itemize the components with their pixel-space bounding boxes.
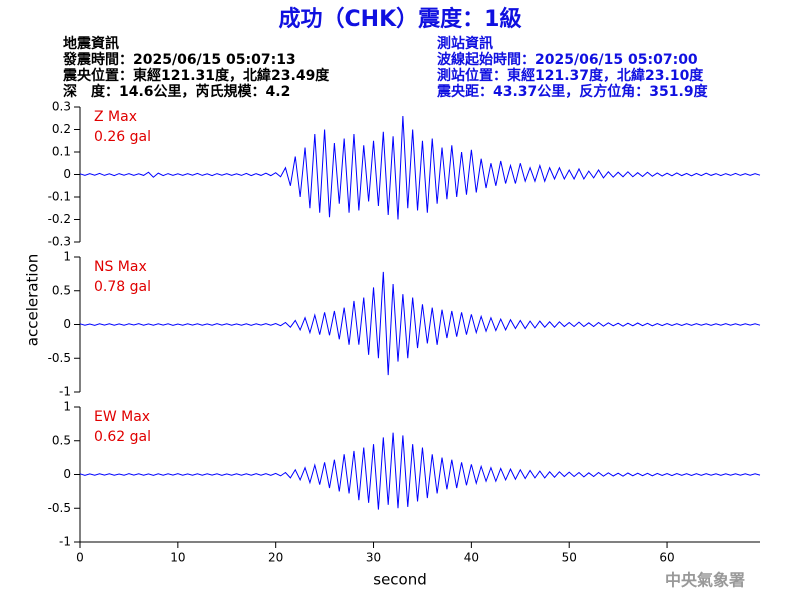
y-tick-label: 1 [63, 250, 71, 264]
x-tick-label: 60 [659, 551, 674, 565]
info-line: 地震資訊 [63, 35, 119, 52]
x-tick-label: 0 [76, 551, 84, 565]
y-tick-label: 0 [63, 167, 71, 181]
y-tick-label: -0.5 [48, 501, 71, 515]
x-tick-label: 50 [562, 551, 577, 565]
y-tick-label: -0.5 [48, 351, 71, 365]
y-tick-label: -0.3 [48, 235, 71, 249]
y-tick-label: 0 [63, 467, 71, 481]
info-line: 測站位置：東經121.37度，北緯23.10度 [437, 67, 704, 84]
y-tick-label: 0.5 [52, 433, 71, 447]
max-annotation: Z Max [94, 109, 137, 125]
footer: 中央氣象署 [665, 571, 745, 590]
waveform [79, 271, 761, 376]
x-axis-label: second [373, 571, 427, 589]
y-tick-label: 0 [63, 317, 71, 331]
info-line: 深 度：14.6公里，芮氏規模：4.2 [63, 83, 290, 100]
x-tick-label: 10 [170, 551, 185, 565]
max-annotation: 0.26 gal [94, 129, 151, 145]
info-line: 發震時間：2025/06/15 05:07:13 [62, 51, 296, 68]
y-tick-label: 0.3 [52, 100, 71, 114]
chart-title: 成功（CHK）震度：1級 [279, 6, 522, 32]
y-tick-label: -1 [59, 535, 71, 549]
y-tick-label: -0.1 [48, 190, 71, 204]
info-line: 震央位置：東經121.31度，北緯23.49度 [62, 67, 330, 84]
y-tick-label: 0.5 [52, 283, 71, 297]
y-tick-label: 0.1 [52, 145, 71, 159]
info-line: 震央距：43.37公里，反方位角：351.9度 [436, 83, 709, 100]
y-tick-label: 1 [63, 400, 71, 414]
max-annotation: 0.78 gal [94, 279, 151, 295]
x-tick-label: 30 [366, 551, 381, 565]
info-line: 測站資訊 [437, 35, 493, 52]
info-line: 波線起始時間：2025/06/15 05:07:00 [437, 51, 698, 68]
max-annotation: NS Max [94, 259, 147, 275]
x-tick-label: 40 [464, 551, 479, 565]
max-annotation: 0.62 gal [94, 429, 151, 445]
max-annotation: EW Max [94, 409, 150, 425]
x-tick-label: 20 [268, 551, 283, 565]
waveform [79, 115, 761, 220]
y-tick-label: -1 [59, 385, 71, 399]
y-axis-label: acceleration [24, 254, 42, 346]
y-tick-label: 0.2 [52, 122, 71, 136]
y-tick-label: -0.2 [48, 212, 71, 226]
waveform [79, 432, 761, 510]
